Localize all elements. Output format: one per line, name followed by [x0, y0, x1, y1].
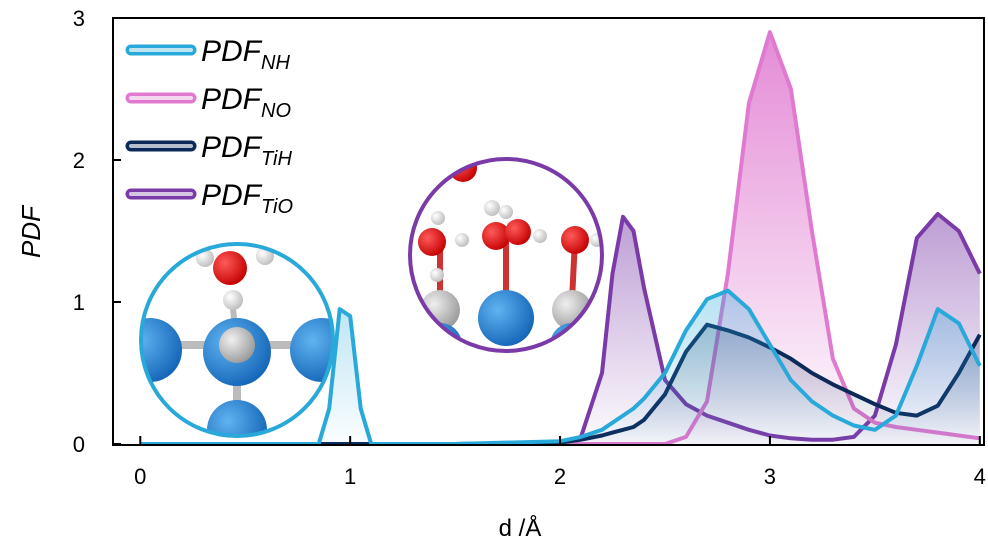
legend-label: PDFTiO	[201, 179, 293, 218]
inset-left	[141, 244, 333, 436]
legend-subscript: NH	[261, 52, 290, 74]
x-tick-label: 1	[344, 464, 356, 489]
series-line	[140, 288, 982, 445]
x-tick-label: 2	[554, 464, 566, 489]
legend-label: PDFNH	[201, 35, 290, 74]
y-tick-label: 2	[73, 148, 85, 173]
legend-subscript: TiH	[261, 148, 292, 170]
x-tick-label: 3	[764, 464, 776, 489]
legend-name: PDF	[201, 35, 263, 68]
x-tick-label: 0	[134, 464, 146, 489]
legend-name: PDF	[201, 179, 263, 212]
y-tick-label: 0	[73, 432, 85, 457]
legend-name: PDF	[201, 131, 263, 164]
legend-subscript: TiO	[261, 196, 293, 218]
legend-label: PDFNO	[201, 83, 291, 122]
x-axis-label: d /Å	[499, 514, 542, 542]
legend-subscript: NO	[261, 100, 291, 122]
y-axis-label: PDF	[16, 204, 46, 258]
plot-frame	[112, 17, 985, 446]
x-tick-label: 4	[974, 464, 986, 489]
legend-name: PDF	[201, 83, 263, 116]
plot-area	[140, 30, 982, 445]
y-tick-label: 3	[73, 6, 85, 31]
legend-label: PDFTiH	[201, 131, 292, 170]
y-tick-label: 1	[73, 290, 85, 315]
